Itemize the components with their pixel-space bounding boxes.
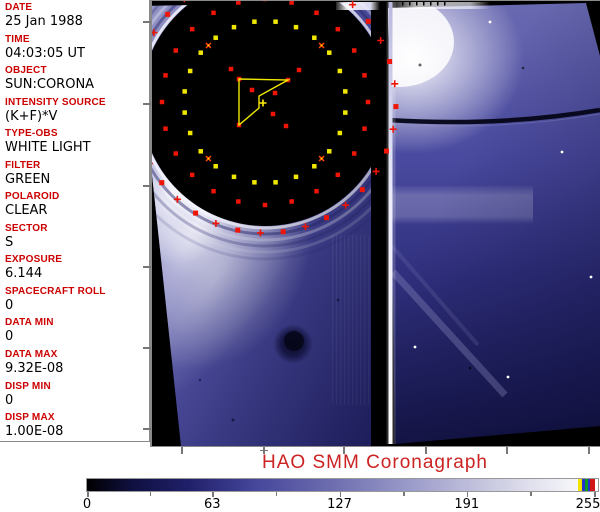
field-disp-max: DISP MAX 1.00E-08 xyxy=(0,410,149,442)
colorbar-stripe xyxy=(588,479,590,491)
plot-frame-top xyxy=(150,0,600,2)
field-sector: SECTOR S xyxy=(0,221,149,253)
metadata-sidebar: DATE 25 Jan 1988 TIME 04:03:05 UT OBJECT SUN:… xyxy=(0,0,150,442)
colorbar-end-stripes xyxy=(578,479,595,491)
colorbar-major-tick xyxy=(87,492,89,497)
field-time: TIME 04:03:05 UT xyxy=(0,32,149,64)
field-label: TIME xyxy=(5,33,30,45)
frame-seam-line xyxy=(388,107,600,125)
bottom-axis-tick xyxy=(506,447,508,454)
field-filter: FILTER GREEN xyxy=(0,158,149,190)
bottom-axis-tick xyxy=(343,447,345,454)
left-axis-tick xyxy=(143,266,151,268)
field-value: (K+F)*V xyxy=(5,108,58,124)
field-label: FILTER xyxy=(5,159,41,171)
colorbar-stripe xyxy=(582,479,585,491)
left-axis-tick xyxy=(143,103,151,105)
field-value: 0 xyxy=(5,329,14,345)
field-date: DATE 25 Jan 1988 xyxy=(0,0,149,32)
bottom-axis-tick-plus xyxy=(259,447,268,454)
field-data-min: DATA MIN 0 xyxy=(0,315,149,347)
colorbar-minor-tick xyxy=(149,492,152,496)
field-type-obs: TYPE-OBS WHITE LIGHT xyxy=(0,126,149,158)
field-label: INTENSITY SOURCE xyxy=(5,96,106,108)
field-value: 6.144 xyxy=(5,266,43,282)
occulting-disk xyxy=(152,1,389,226)
colorbar-minor-tick xyxy=(275,492,278,496)
image-title: HAO SMM Coronagraph xyxy=(262,452,488,473)
left-axis-tick xyxy=(143,185,151,187)
field-value: CLEAR xyxy=(5,203,48,219)
field-label: TYPE-OBS xyxy=(5,128,58,140)
left-axis-tick xyxy=(143,347,151,349)
film-edge-ticks xyxy=(402,1,446,6)
left-axis-tick xyxy=(143,21,151,23)
field-value: GREEN xyxy=(5,171,51,187)
colorbar-major-tick xyxy=(212,492,214,497)
field-label: DATA MAX xyxy=(5,349,58,361)
field-object: OBJECT SUN:CORONA xyxy=(0,63,149,95)
right-camera-panel xyxy=(388,3,600,444)
coronagraph-image-canvas xyxy=(152,1,600,446)
field-data-max: DATA MAX 9.32E-08 xyxy=(0,347,149,379)
field-label: DISP MIN xyxy=(5,380,51,392)
field-value: SUN:CORONA xyxy=(5,77,95,93)
bottom-axis-tick xyxy=(588,447,590,454)
colorbar-tick-label: 255 xyxy=(575,497,600,512)
field-polaroid: POLAROID CLEAR xyxy=(0,189,149,221)
field-label: DATE xyxy=(5,2,33,13)
colorbar-stripe xyxy=(585,479,588,491)
field-value: S xyxy=(5,234,14,250)
field-label: DATA MIN xyxy=(5,317,54,329)
colorbar-minor-tick xyxy=(403,492,405,496)
field-value: 04:03:05 UT xyxy=(5,45,85,61)
field-label: OBJECT xyxy=(5,65,47,77)
fiducial-markers xyxy=(152,1,593,379)
field-disp-min: DISP MIN 0 xyxy=(0,379,149,411)
plot-frame-left xyxy=(150,0,152,446)
vertical-bright-line xyxy=(388,2,393,444)
field-label: SPACECRAFT ROLL xyxy=(5,285,106,297)
field-label: EXPOSURE xyxy=(5,254,63,266)
field-value: 9.32E-08 xyxy=(5,361,64,377)
bottom-axis-tick xyxy=(425,447,427,454)
field-intensity-source: INTENSITY SOURCE (K+F)*V xyxy=(0,95,149,127)
colorbar-stripe xyxy=(590,479,595,491)
field-value: 25 Jan 1988 xyxy=(5,14,83,29)
left-axis-tick xyxy=(143,428,151,430)
top-exposure-streak-right xyxy=(392,2,490,9)
colorbar-tick-label: 0 xyxy=(82,497,92,512)
field-value: WHITE LIGHT xyxy=(5,140,91,156)
colorbar-tick-label: 63 xyxy=(203,497,221,512)
colorbar-major-tick xyxy=(339,492,341,497)
bottom-axis-tick xyxy=(181,447,183,454)
colorbar-major-tick xyxy=(466,492,469,497)
field-label: POLAROID xyxy=(5,191,60,203)
top-exposure-streak xyxy=(336,2,380,10)
field-value: 0 xyxy=(5,392,14,408)
colorbar-tick-label: 191 xyxy=(454,497,480,512)
frame-gap xyxy=(371,1,388,446)
diagonal-streak xyxy=(390,269,508,398)
colorbar xyxy=(86,478,599,492)
field-spacecraft-roll: SPACECRAFT ROLL 0 xyxy=(0,284,149,316)
field-label: SECTOR xyxy=(5,222,48,234)
annotation-polygon xyxy=(238,78,291,127)
field-value: 1.00E-08 xyxy=(5,424,64,440)
colorbar-major-tick xyxy=(594,492,596,497)
field-value: 0 xyxy=(5,297,14,313)
colorbar-stripe xyxy=(578,479,582,491)
field-label: DISP MAX xyxy=(5,412,55,424)
colorbar-tick-label: 127 xyxy=(327,497,352,512)
colorbar-minor-tick xyxy=(530,492,532,496)
field-exposure: EXPOSURE 6.144 xyxy=(0,252,149,284)
